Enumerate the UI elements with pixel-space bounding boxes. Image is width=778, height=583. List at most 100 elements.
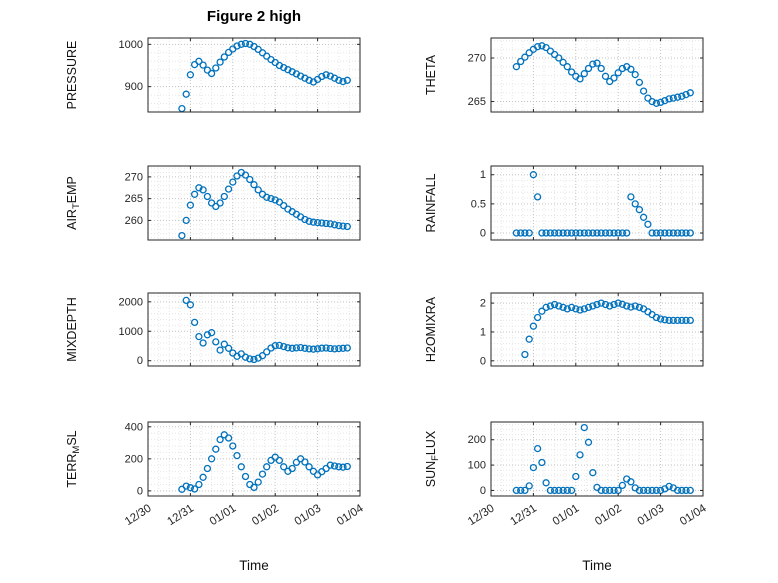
data-point [182,482,190,490]
data-point [546,229,555,237]
x-tick-label: 12/30 [466,502,497,528]
data-point [237,463,245,471]
data-point [661,97,669,105]
data-point [542,229,550,237]
x-tick-label: 01/01 [208,502,239,528]
data-point [656,98,665,107]
data-point [322,344,330,352]
data-point [559,229,567,237]
data-point [216,435,224,444]
data-point [207,199,216,207]
data-point [229,442,237,450]
data-point [665,482,673,491]
data-point [517,57,525,66]
data-point [207,329,216,337]
x-tick-label: 12/31 [165,502,196,528]
y-tick-label: 1 [480,169,486,181]
data-point [538,229,546,237]
data-point [258,352,267,360]
data-point [652,99,661,107]
data-point [233,42,241,50]
data-point [250,483,258,492]
data-point [682,486,690,495]
data-point [335,76,343,84]
data-point [618,229,627,237]
data-point [567,68,576,76]
data-point [280,201,288,210]
data-point [635,303,644,312]
data-point [606,486,614,495]
data-point [533,43,542,51]
y-tick-label: 0 [480,355,486,367]
data-point [271,196,279,204]
data-point [529,171,538,179]
data-point [610,229,618,237]
data-point [271,342,279,350]
data-point [335,463,343,471]
ylabel-air-temp: AIRTEMP [65,176,82,230]
subplot-terr-msl: 0 200 400 12/30 12/31 01/01 01/02 01/03 01/04 TER… [65,421,366,528]
data-point [563,305,571,313]
data-point [669,316,677,325]
data-point [639,87,648,95]
data-point [606,302,614,310]
subplot-rainfall: 0 0.5 1 RAINFALL [424,165,704,241]
data-point [318,219,326,227]
y-tick-label: 0 [480,485,486,497]
data-point [309,467,318,475]
x-tick-label: 01/04 [335,502,366,528]
data-point [207,455,216,463]
data-point [686,89,694,97]
data-point [652,486,661,495]
data-point [529,463,538,472]
data-point [186,71,195,79]
scatter-markers-sun-flux [512,423,694,495]
data-point [538,458,546,467]
data-point [682,229,690,237]
data-point [601,72,610,80]
data-point [589,469,597,477]
data-point [686,486,694,495]
x-axis-label-0: Time [239,558,269,573]
data-point [292,458,301,467]
data-point [614,69,622,77]
y-tick-label: 900 [125,81,143,93]
data-point [555,54,563,62]
data-point [550,229,559,237]
data-point [627,478,635,486]
data-point [627,65,635,73]
data-point [589,60,597,68]
data-point [648,97,656,106]
data-point [199,61,207,69]
data-point [678,316,686,325]
data-point [589,229,597,237]
ylabel-rainfall: RAINFALL [424,173,438,232]
data-point [343,344,351,352]
ylabel-terr-msl: TERRMSL [65,430,82,487]
data-point [326,220,334,228]
data-point [686,316,694,325]
data-point [263,348,271,356]
y-tick-label: 400 [125,421,143,433]
data-point [580,229,588,237]
data-point [563,486,571,495]
data-point [673,229,682,237]
data-point [246,175,254,184]
data-point [330,345,339,353]
data-point [610,74,618,82]
figure-title: Figure 2 high [206,8,302,25]
data-point [635,78,644,87]
y-tick-label: 200 [468,434,486,446]
data-point [263,193,271,201]
data-point [614,229,622,237]
x-tick-label: 12/30 [123,502,154,528]
data-point [343,222,351,231]
data-point [639,486,648,495]
data-point [305,345,313,353]
axes-box [147,292,361,367]
data-point [195,57,203,65]
data-point [618,481,627,490]
x-tick-label: 01/02 [593,502,624,528]
data-point [212,64,220,72]
